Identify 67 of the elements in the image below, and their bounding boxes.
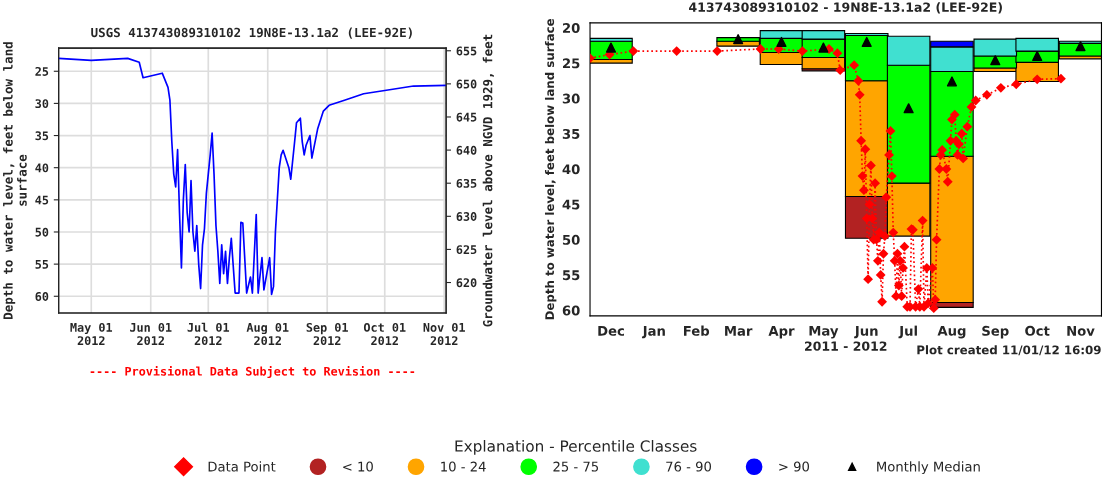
y-tick-label: 25 [35,66,49,76]
point [990,55,1001,66]
x-tick-label: Jul 01 2012 [187,322,230,346]
legend-label: 10 - 24 [441,461,486,472]
x-tick-label: Sep 01 2012 [306,322,348,346]
y-tick-label: 50 [35,227,49,237]
y-tick-label: 60 [562,305,580,316]
x-tick-label: Jan [641,326,665,339]
line-series [58,57,447,296]
point [861,36,872,47]
y-tick-label: 50 [562,234,580,245]
y2-tick-label: 630 [456,212,477,221]
y2-tick-label: 655 [456,46,477,56]
y-tick-label: 40 [562,164,580,175]
y-tick-label: 45 [562,199,580,210]
x-tick-label: Oct [1025,325,1050,336]
y2-tick-label: 640 [456,145,477,155]
x-tick-label: Nov 01 2012 [423,322,465,346]
chart-title: USGS 413743089310102 19N8E-13.1a2 (LEE-92E) [91,27,412,39]
y-tick-label: 55 [562,270,580,281]
y-tick-label: 60 [35,291,49,301]
x-tick-label: May 01 2012 [70,322,113,346]
x-tick-label: Jun [854,326,878,339]
x-tick-label: Aug 01 2012 [246,322,289,346]
text: ---- Provisional Data Subject to Revision ---- [90,365,415,378]
x-tick-label: Dec [598,326,624,336]
y2-tick-label: 620 [456,278,477,288]
point [1032,50,1043,62]
y2-axis-title: Groundwater level above NGVD 1929, feet [482,34,494,327]
legend-label: Monthly Median [877,461,980,475]
point [903,103,914,114]
chart-title: 413743089310102 - 19N8E-13.1a2 (LEE-92E) [689,2,1002,14]
text: Plot created 11/01/12 16:09 [917,345,1101,356]
legend-label: < 10 [343,461,373,472]
y-axis-title: Depth to water level, feet below land surface [544,18,557,320]
y2-tick-label: 650 [456,79,477,89]
legend-label: Data Point [208,461,276,472]
legend-label: > 90 [779,461,810,472]
x-tick-label: Oct 01 2012 [363,322,406,346]
x-tick-label: Jul [898,325,917,339]
y-tick-label: 40 [35,163,49,173]
point [946,76,958,87]
legend-title: Explanation - Percentile Classes [455,439,697,455]
y-tick-label: 55 [35,260,49,269]
y-tick-label: 45 [35,195,49,205]
legend-label: 25 - 75 [553,461,599,472]
y-tick-label: 35 [35,131,49,141]
x-axis-title: 2011 - 2012 [805,341,887,351]
y-tick-label: 30 [35,99,49,109]
legend-label: 76 - 90 [666,461,712,472]
y-tick-label: 30 [562,93,580,104]
point [733,33,744,45]
y-axis-title: Depth to water level, feet below land surface [3,42,27,319]
y-tick-label: 35 [562,128,580,139]
x-tick-label: Apr [768,326,795,339]
x-tick-label: Nov [1067,326,1095,336]
x-tick-label: Aug [937,325,966,339]
y2-tick-label: 645 [456,112,477,122]
y2-tick-label: 635 [456,178,477,188]
x-tick-label: Jun 01 2012 [130,322,172,346]
x-tick-label: Mar [725,326,753,336]
x-tick-label: Feb [684,325,710,336]
y2-tick-label: 625 [456,245,477,255]
x-tick-label: May [809,325,839,339]
x-tick-label: Sep [982,325,1009,339]
y-tick-label: 25 [562,58,580,69]
y-tick-label: 20 [562,23,580,33]
